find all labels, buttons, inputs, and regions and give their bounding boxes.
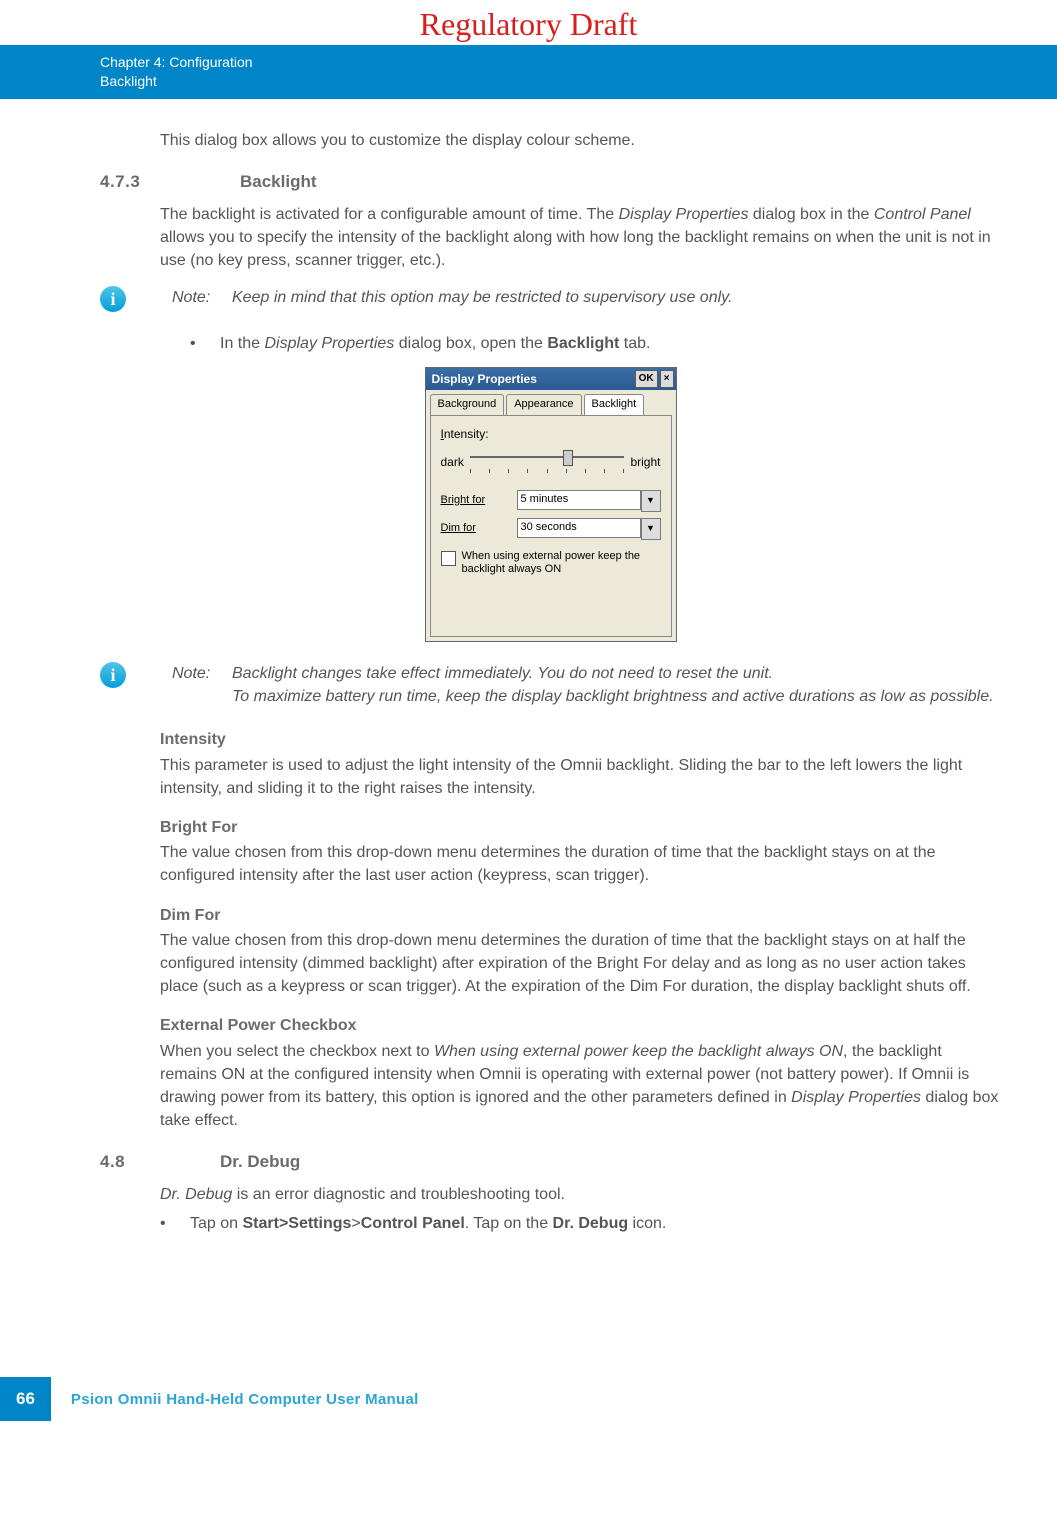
brightfor-text: The value chosen from this drop-down men…: [160, 841, 1001, 887]
note-2: i Note: Backlight changes take effect im…: [100, 662, 1001, 708]
close-button[interactable]: ×: [660, 370, 674, 388]
external-power-label: When using external power keep the backl…: [462, 550, 661, 576]
header-bar: Chapter 4: Configuration Backlight: [0, 45, 1057, 99]
intensity-heading: Intensity: [160, 728, 1001, 751]
bullet-marker: •: [190, 332, 220, 355]
dark-label: dark: [441, 454, 464, 471]
chapter-label: Chapter 4: Configuration: [100, 53, 1057, 72]
note-text: Keep in mind that this option may be res…: [232, 286, 1001, 309]
topic-label: Backlight: [100, 72, 1057, 91]
dim-for-value[interactable]: 30 seconds: [517, 518, 641, 538]
note-text: Backlight changes take effect immediatel…: [232, 662, 1001, 708]
section-473-heading: 4.7.3 Backlight: [100, 170, 1001, 195]
bullet-drdebug: • Tap on Start>Settings>Control Panel. T…: [160, 1212, 1001, 1235]
dim-for-dropdown[interactable]: ▼: [641, 518, 661, 540]
manual-title: Psion Omnii Hand-Held Computer User Manu…: [71, 1391, 419, 1408]
section-number: 4.8: [100, 1150, 220, 1175]
brightfor-heading: Bright For: [160, 816, 1001, 839]
extpower-heading: External Power Checkbox: [160, 1014, 1001, 1037]
bright-for-value[interactable]: 5 minutes: [517, 490, 641, 510]
dialog-title: Display Properties: [432, 371, 537, 388]
dialog-titlebar: Display Properties OK ×: [426, 368, 676, 390]
page-footer: 66 Psion Omnii Hand-Held Computer User M…: [0, 1377, 1057, 1421]
dim-for-label: Dim for: [441, 521, 511, 537]
bullet-marker: •: [160, 1212, 190, 1235]
bright-for-dropdown[interactable]: ▼: [641, 490, 661, 512]
note-1: i Note: Keep in mind that this option ma…: [100, 286, 1001, 312]
section-title: Dr. Debug: [220, 1150, 300, 1175]
note-label: Note:: [172, 286, 232, 309]
dialog-panel: Intensity: dark bright Bright for 5 minu…: [430, 415, 672, 637]
dialog-tabs: Background Appearance Backlight: [426, 390, 676, 415]
dimfor-text: The value chosen from this drop-down men…: [160, 929, 1001, 999]
section-number: 4.7.3: [100, 170, 220, 195]
section-48-heading: 4.8 Dr. Debug: [100, 1150, 1001, 1175]
ok-button[interactable]: OK: [635, 370, 658, 388]
section-title: Backlight: [240, 170, 317, 195]
dimfor-heading: Dim For: [160, 904, 1001, 927]
page-content: This dialog box allows you to customize …: [0, 99, 1057, 1257]
display-properties-dialog: Display Properties OK × Background Appea…: [425, 367, 677, 642]
intensity-slider[interactable]: [470, 450, 625, 476]
bright-for-label: Bright for: [441, 493, 511, 509]
tab-backlight[interactable]: Backlight: [584, 394, 645, 415]
bullet-open-backlight: • In the Display Properties dialog box, …: [190, 332, 1001, 355]
note-label: Note:: [172, 662, 232, 685]
page-number: 66: [0, 1377, 51, 1421]
intensity-label: Intensity:: [441, 426, 661, 443]
intro-text: This dialog box allows you to customize …: [160, 129, 1001, 152]
drdebug-intro: Dr. Debug is an error diagnostic and tro…: [160, 1183, 1001, 1206]
watermark-text: Regulatory Draft: [0, 0, 1057, 45]
tab-appearance[interactable]: Appearance: [506, 394, 581, 415]
intensity-text: This parameter is used to adjust the lig…: [160, 754, 1001, 800]
info-icon: i: [100, 286, 126, 312]
external-power-checkbox[interactable]: [441, 551, 456, 566]
tab-background[interactable]: Background: [430, 394, 505, 415]
extpower-text: When you select the checkbox next to Whe…: [160, 1040, 1001, 1133]
slider-thumb[interactable]: [563, 450, 573, 466]
info-icon: i: [100, 662, 126, 688]
bright-label: bright: [630, 454, 660, 471]
section-473-body: The backlight is activated for a configu…: [160, 203, 1001, 273]
